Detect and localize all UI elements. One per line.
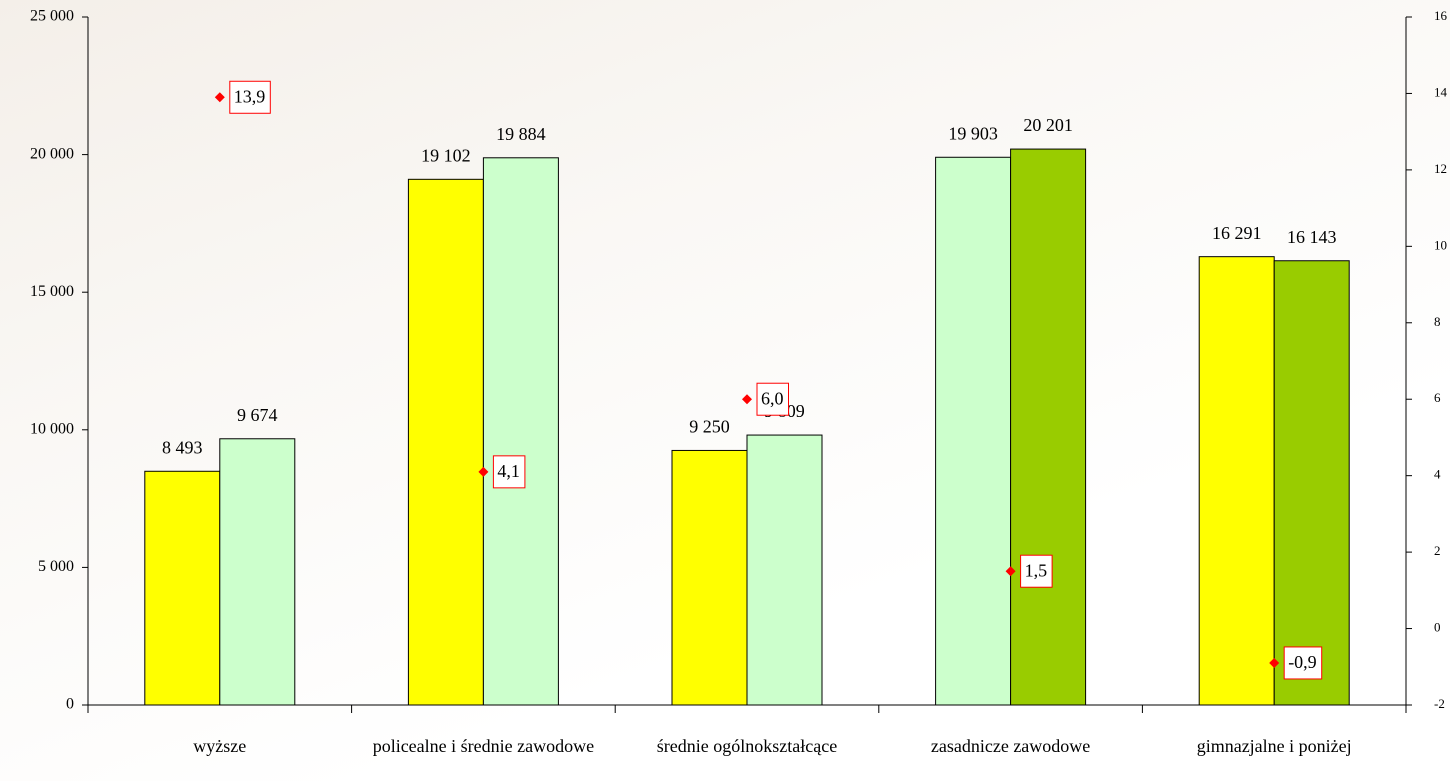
bar-value-label: 16 291 — [1212, 223, 1262, 243]
point-label-box — [756, 382, 789, 416]
bar — [746, 434, 823, 706]
bar-value-label: 19 102 — [421, 145, 471, 165]
point — [1005, 566, 1016, 577]
bar — [935, 156, 1012, 706]
point-label: -0,9 — [1288, 652, 1317, 672]
y2-tick-label: 2 — [1434, 543, 1441, 558]
point — [1269, 657, 1280, 668]
bar — [144, 470, 221, 706]
y2-tick-label: 8 — [1434, 314, 1441, 329]
bar-value-label: 16 143 — [1287, 227, 1337, 247]
y2-tick-label: 12 — [1434, 161, 1447, 176]
y2-tick-label: 0 — [1434, 620, 1441, 635]
y-tick-label: 10 000 — [30, 420, 74, 437]
x-tick-label: średnie ogólnokształcące — [656, 736, 838, 756]
y2-tick-label: -2 — [1434, 696, 1445, 711]
point — [214, 92, 225, 103]
point-label: 13,9 — [234, 86, 265, 106]
y-tick-label: 25 000 — [30, 8, 74, 25]
point-label: 4,1 — [497, 461, 520, 481]
x-tick-label: zasadnicze zawodowe — [930, 736, 1091, 756]
y2-tick-label: 6 — [1434, 390, 1441, 405]
y-tick-label: 15 000 — [30, 283, 74, 300]
bar-value-label: 19 884 — [496, 124, 546, 144]
bar-value-label: 19 903 — [948, 123, 998, 143]
bar-value-label: 9 250 — [689, 417, 730, 437]
point-label-box — [1283, 646, 1323, 680]
bar — [407, 178, 484, 706]
y-tick-label: 0 — [66, 696, 74, 713]
point — [742, 394, 752, 405]
y2-tick-label: 4 — [1434, 467, 1441, 482]
bar-value-label: 8 493 — [162, 437, 203, 457]
x-tick-label: policealne i średnie zawodowe — [372, 736, 595, 756]
y2-tick-label: 16 — [1434, 8, 1448, 23]
y-tick-label: 20 000 — [30, 145, 74, 162]
y2-tick-label: 14 — [1434, 84, 1448, 99]
bar — [1273, 260, 1350, 706]
bar-value-label: 20 201 — [1023, 115, 1073, 135]
x-tick-label: gimnazjalne i poniżej — [1196, 736, 1352, 756]
x-tick-label: wyższe — [193, 736, 247, 756]
point-label: 1,5 — [1025, 560, 1048, 580]
bar — [219, 438, 296, 706]
bar — [671, 449, 748, 706]
bar — [482, 157, 559, 706]
point-label-box — [1020, 554, 1053, 588]
bar-value-label: 9 674 — [237, 405, 278, 425]
point-label-box — [492, 455, 526, 489]
bar — [1198, 256, 1275, 706]
bar — [1010, 148, 1087, 706]
point-label: 6,0 — [761, 388, 784, 408]
point-label-box — [229, 80, 271, 114]
y2-tick-label: 10 — [1434, 237, 1447, 252]
point — [478, 466, 489, 477]
y-tick-label: 5 000 — [38, 558, 74, 575]
